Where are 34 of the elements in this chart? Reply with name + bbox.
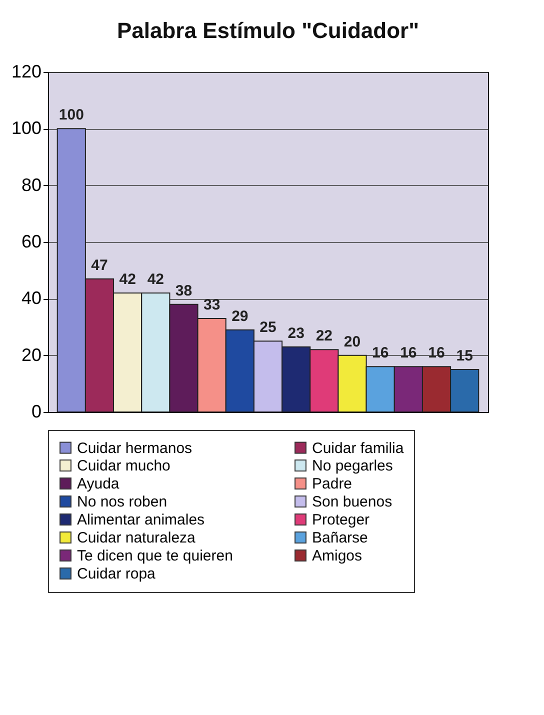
legend-label: Proteger xyxy=(312,512,370,528)
data-label: 47 xyxy=(91,256,108,274)
y-tick-label: 80 xyxy=(21,174,42,195)
legend-label: Alimentar animales xyxy=(77,512,205,528)
legend-label: No pegarles xyxy=(312,458,393,474)
data-label: 25 xyxy=(260,319,276,336)
y-tick-label: 40 xyxy=(21,288,42,308)
data-label: 23 xyxy=(288,324,304,342)
legend-label: Son buenos xyxy=(312,494,392,510)
y-tick-label: 120 xyxy=(11,62,42,82)
chart-title: Palabra Estímulo "Cuidador" xyxy=(116,18,420,43)
legend-label: Ayuda xyxy=(77,476,120,492)
data-label: 38 xyxy=(175,282,192,300)
legend-label: Padre xyxy=(312,476,352,492)
legend-label: Te dicen que te quieren xyxy=(77,548,233,564)
legend-label: No nos roben xyxy=(77,494,168,510)
legend-label: Cuidar naturaleza xyxy=(77,530,196,546)
legend-label: Amigos xyxy=(312,548,362,564)
data-label: 42 xyxy=(147,271,164,288)
legend-label: Cuidar ropa xyxy=(77,566,156,582)
legend-label: Cuidar familia xyxy=(312,440,404,457)
y-tick-label: 0 xyxy=(31,402,42,422)
data-label: 20 xyxy=(344,333,361,350)
legend-label: Cuidar mucho xyxy=(77,458,170,474)
y-tick-label: 60 xyxy=(21,232,42,252)
data-label: 22 xyxy=(316,328,333,345)
data-label: 42 xyxy=(119,271,136,288)
data-label: 100 xyxy=(58,106,84,124)
legend-label: Cuidar hermanos xyxy=(77,440,192,457)
y-tick-label: 20 xyxy=(21,344,42,365)
data-label: 29 xyxy=(232,308,248,325)
y-tick-label: 100 xyxy=(11,118,42,138)
data-label: 33 xyxy=(203,296,220,314)
legend-label: Bañarse xyxy=(312,530,368,546)
